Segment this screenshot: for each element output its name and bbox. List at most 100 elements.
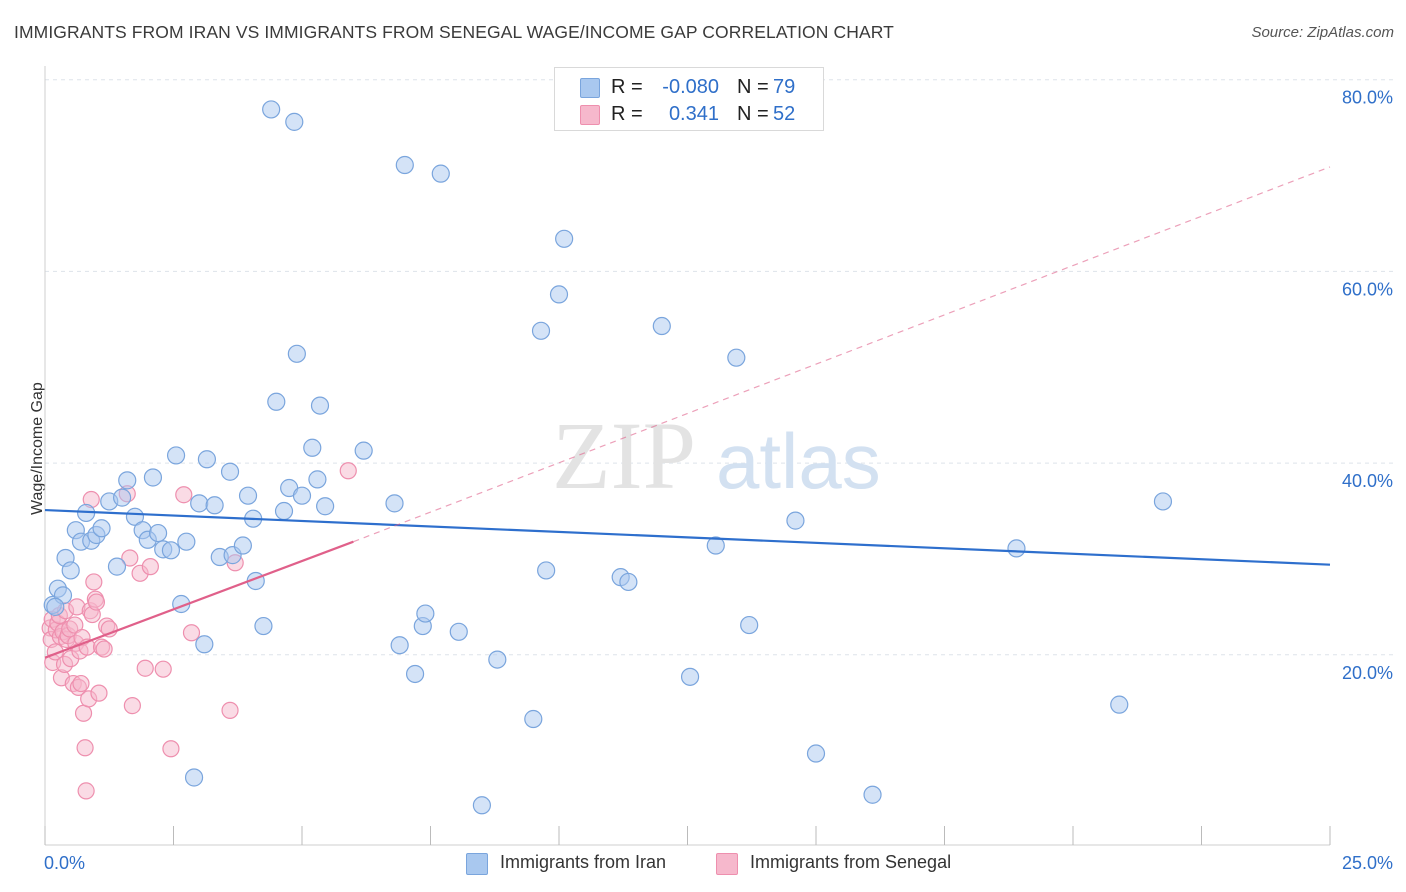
senegal-point [90,684,108,702]
iran-point [806,744,826,763]
iran-point [92,519,111,538]
axes [44,66,1331,846]
watermark: ZIP atlas [552,402,881,509]
senegal-point [76,739,94,757]
tick-labels: 20.0% 40.0% 60.0% 80.0% 0.0% 25.0% [44,88,1393,873]
senegal-point [95,640,113,658]
iran-point [449,622,468,641]
senegal-point [162,740,180,758]
iran-point [390,636,409,655]
iran-point [166,446,186,465]
iran-point [161,541,181,560]
legend-swatch-senegal [580,105,600,125]
iran-point [395,155,414,175]
bottom-legend-swatch-senegal [716,853,738,875]
iran-point [472,796,491,815]
correlation-legend: R = -0.080 N = 79 R = 0.341 N = 52 [554,67,824,131]
senegal-point [141,558,159,576]
senegal-trend-line [44,540,354,659]
senegal-point [85,573,103,591]
iran-point [488,650,507,669]
senegal-point [121,549,139,567]
iran-point [267,392,286,411]
senegal-trend-extension [353,166,1331,543]
iran-point [431,164,450,183]
legend-row-iran: R = -0.080 N = 79 [555,74,823,100]
iran-point [61,561,80,580]
iran-point [148,523,168,543]
watermark-atlas: atlas [716,417,881,505]
x-tick-label: 25.0% [1342,853,1393,873]
legend-n-value: 79 [773,76,796,98]
iran-point [680,667,700,686]
y-tick-label: 60.0% [1342,279,1393,299]
iran-point [740,615,759,635]
legend-r-label: R = [611,103,643,125]
legend-n-value: 52 [773,103,796,125]
grid-lines [45,79,1393,656]
iran-point [197,450,217,469]
iran-point [233,536,252,555]
iran-point [310,396,330,415]
iran-point [549,285,569,304]
iran-point [220,462,240,481]
bottom-legend-label-iran: Immigrants from Iran [500,852,667,872]
iran-point [107,557,127,576]
iran-point [385,494,404,513]
iran-points [43,100,1173,815]
iran-point [292,486,312,505]
iran-point [537,561,556,580]
senegal-point [136,659,154,677]
senegal-point [182,624,201,642]
iran-point [619,572,638,592]
iran-point [555,229,574,248]
iran-point [652,316,671,336]
iran-point [405,664,425,684]
iran-point [184,768,204,787]
iran-point [531,321,551,340]
senegal-point [77,782,95,800]
trend-lines [44,166,1331,659]
legend-n-label: N = [737,103,769,125]
source-label: Source: ZipAtlas.com [1251,24,1394,41]
iran-point [190,494,209,513]
iran-point [238,486,258,505]
y-tick-label: 80.0% [1342,88,1393,108]
legend-row-senegal: R = 0.341 N = 52 [555,101,823,127]
chart-title: IMMIGRANTS FROM IRAN VS IMMIGRANTS FROM … [14,22,894,42]
iran-point [727,348,746,367]
senegal-points [41,462,357,800]
senegal-point [72,674,90,693]
iran-point [524,709,543,729]
iran-point [863,785,882,804]
iran-point [786,511,805,530]
x-tick-label: 0.0% [44,853,85,873]
iran-point [303,438,322,457]
iran-point [1007,539,1026,558]
iran-point [195,635,214,654]
senegal-point [221,701,239,719]
legend-r-value: -0.080 [662,76,719,98]
iran-point [274,501,294,521]
y-tick-label: 40.0% [1342,471,1393,491]
iran-point [287,344,306,363]
bottom-legend-label-senegal: Immigrants from Senegal [750,852,952,872]
senegal-point [175,486,193,504]
iran-point [205,496,224,515]
bottom-legend-swatch-iran [466,853,488,875]
senegal-point [339,462,357,480]
iran-point [254,616,273,636]
iran-point [125,507,145,526]
iran-point [316,497,335,516]
iran-point [262,100,281,119]
iran-point [285,112,304,131]
iran-point [143,468,163,487]
iran-point [177,532,196,551]
iran-point [354,441,373,460]
iran-point [706,536,725,555]
iran-point [112,488,132,507]
senegal-point [87,593,106,611]
y-tick-label: 20.0% [1342,663,1393,683]
iran-point [416,604,435,623]
